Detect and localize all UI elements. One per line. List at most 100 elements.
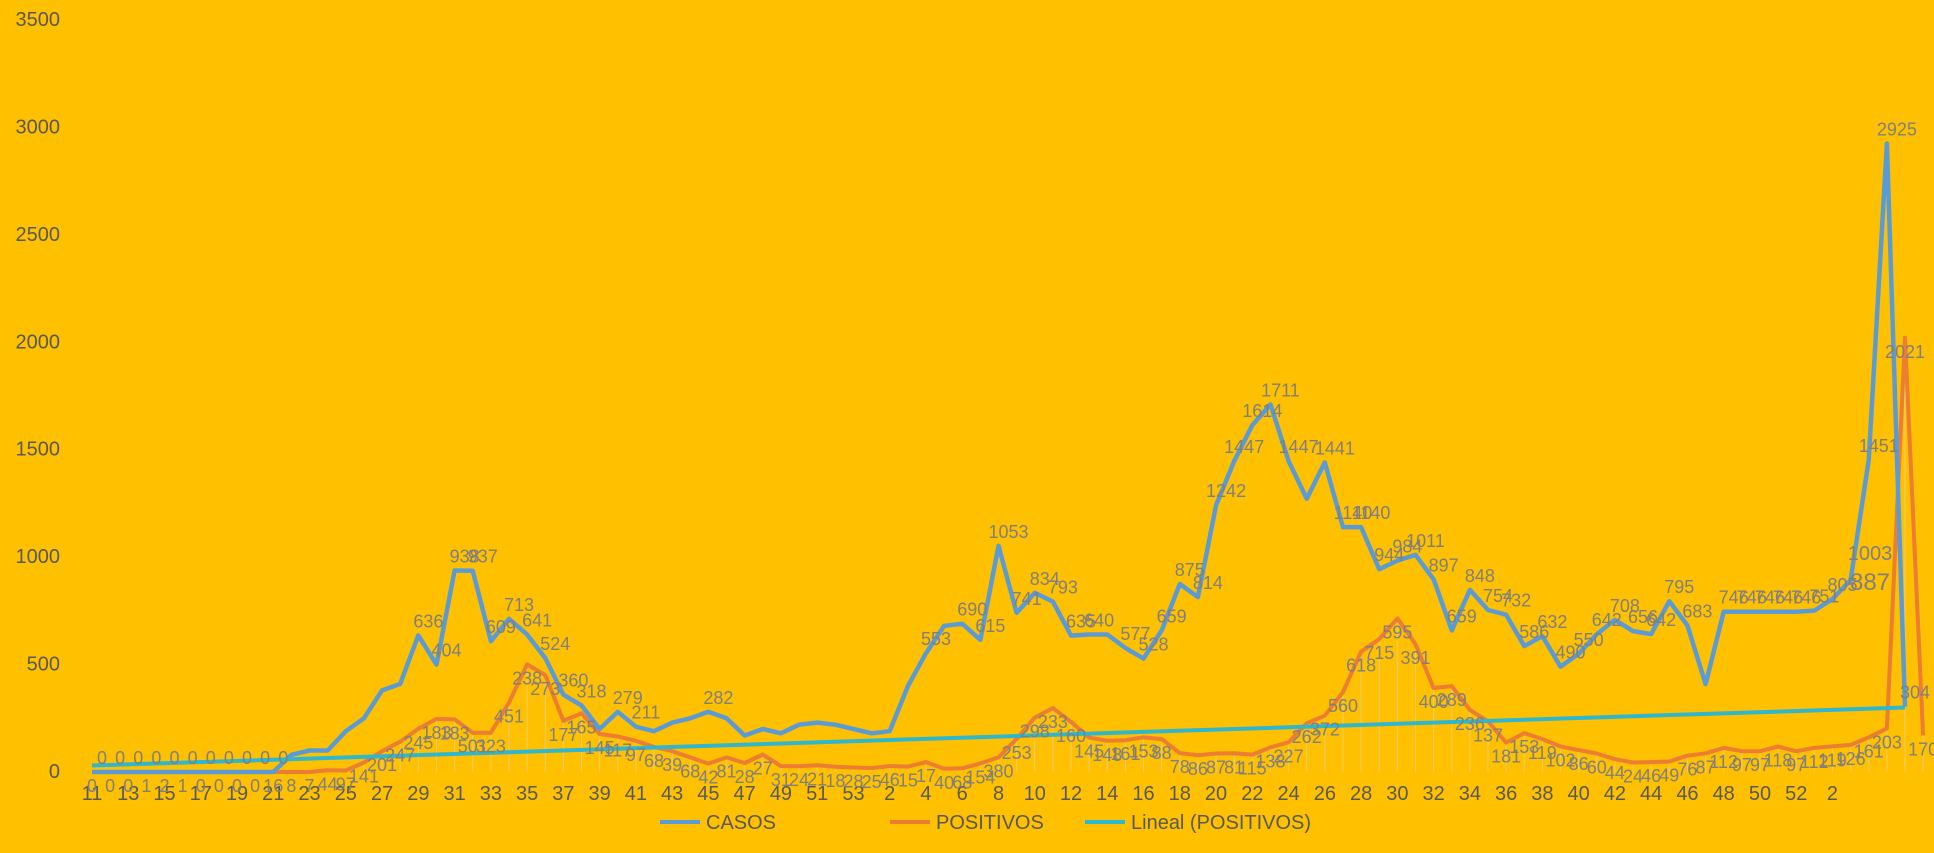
x-tick-label: 20 — [1205, 783, 1227, 805]
x-tick-label: 26 — [1314, 783, 1336, 805]
data-label-casos: 1711 — [1261, 380, 1300, 400]
data-label-casos: 944 — [1374, 545, 1404, 565]
data-label-positivos: 0 — [196, 776, 206, 796]
data-label-casos: 1011 — [1406, 531, 1445, 551]
x-tick-label: 48 — [1713, 783, 1735, 805]
data-label-casos: 1053 — [988, 522, 1028, 542]
data-label-casos: 1447 — [1224, 437, 1264, 457]
data-label-casos: 1242 — [1206, 481, 1246, 501]
data-label-casos: 746 — [1791, 588, 1821, 608]
data-label-positivos: 501 — [458, 737, 488, 757]
data-label-positivos: 97 — [1750, 755, 1770, 775]
data-label-positivos: 289 — [1437, 690, 1467, 710]
x-tick-label: 18 — [1169, 783, 1191, 805]
data-label-casos: 1451 — [1859, 436, 1899, 456]
y-tick-label: 2500 — [16, 224, 61, 246]
x-tick-label: 33 — [480, 783, 502, 805]
x-tick-label: 37 — [552, 783, 574, 805]
data-label-casos: 659 — [1157, 606, 1187, 626]
data-label-casos: 795 — [1664, 577, 1694, 597]
y-tick-label: 1000 — [16, 546, 61, 568]
x-tick-label: 30 — [1386, 783, 1408, 805]
data-label-positivos: 0 — [250, 776, 260, 796]
data-label-positivos: 183 — [440, 723, 470, 743]
x-tick-label: 53 — [842, 783, 864, 805]
data-label-casos: 732 — [1501, 591, 1531, 611]
data-label-casos: 0 — [224, 748, 234, 768]
data-label-positivos: 18 — [825, 771, 845, 791]
data-label-positivos: 273 — [530, 679, 560, 699]
data-label-positivos: 141 — [349, 767, 379, 787]
data-label-positivos: 8 — [286, 776, 296, 796]
data-label-casos: 938 — [450, 546, 480, 566]
series-line-casos — [92, 141, 1908, 775]
data-label-positivos: 119 — [1818, 750, 1847, 770]
data-label-positivos: 161 — [1110, 744, 1140, 764]
x-tick-label: 40 — [1568, 783, 1590, 805]
x-tick-label: 13 — [117, 783, 139, 805]
data-label-casos: 0 — [115, 748, 125, 768]
x-tick-label: 14 — [1096, 783, 1118, 805]
x-tick-label: 28 — [1350, 783, 1372, 805]
data-label-positivos: 2 — [160, 776, 170, 796]
data-label-positivos: 97 — [336, 774, 356, 794]
x-tick-label: 23 — [298, 783, 320, 805]
data-label-positivos: 46 — [880, 770, 900, 790]
data-label-positivos: 227 — [1274, 746, 1304, 766]
data-label-casos: 0 — [97, 748, 107, 768]
data-label-positivos: 42 — [698, 768, 718, 788]
data-label-casos: 683 — [1682, 601, 1712, 621]
data-label-positivos: 203 — [1872, 732, 1902, 752]
data-label-positivos: 0 — [232, 776, 242, 796]
data-label-positivos: 76 — [1677, 760, 1697, 780]
data-label-casos: 609 — [486, 617, 516, 637]
data-label-casos: 1441 — [1315, 438, 1355, 458]
x-tick-label: 38 — [1531, 783, 1553, 805]
data-label-casos: 937 — [468, 547, 498, 567]
data-label-positivos: 233 — [1038, 712, 1068, 732]
data-label-positivos: 97 — [626, 745, 646, 765]
data-label-casos: 577 — [1120, 624, 1150, 644]
x-tick-label: 31 — [443, 783, 465, 805]
data-label-positivos: 16 — [263, 776, 283, 796]
x-tick-label: 43 — [661, 783, 683, 805]
data-label-casos: 553 — [921, 629, 951, 649]
data-label-positivos: 39 — [662, 755, 682, 775]
x-tick-label: 51 — [806, 783, 828, 805]
data-label-positivos: 117 — [603, 741, 632, 761]
data-label-casos: 690 — [957, 600, 987, 620]
data-label-casos: 746 — [1719, 588, 1749, 608]
data-label-extra: 887 — [1850, 569, 1890, 596]
data-label-casos: 615 — [975, 616, 1005, 636]
data-label-casos: 814 — [1193, 573, 1223, 593]
data-label-casos: 713 — [504, 595, 534, 615]
x-tick-label: 8 — [993, 783, 1004, 805]
x-tick-label: 16 — [1132, 783, 1154, 805]
series-line-trend — [91, 705, 1906, 768]
data-label-positivos: 102 — [1546, 750, 1576, 770]
data-label-positivos: 0 — [123, 776, 133, 796]
data-label-positivos: 81 — [717, 761, 737, 781]
data-label-casos: 793 — [1048, 578, 1078, 598]
legend-label: POSITIVOS — [936, 812, 1044, 834]
data-label-positivos: 112 — [1709, 752, 1738, 772]
data-label-positivos: 253 — [1002, 743, 1032, 763]
data-label-casos: 751 — [1809, 587, 1839, 607]
data-label-positivos: 68 — [644, 751, 664, 771]
data-label-positivos: 298 — [1020, 722, 1050, 742]
data-label-positivos: 25 — [862, 772, 882, 792]
data-label-positivos: 153 — [1129, 741, 1159, 761]
x-tick-label: 21 — [262, 783, 284, 805]
data-label-casos: 528 — [1139, 635, 1169, 655]
data-label-casos: 659 — [1447, 606, 1477, 626]
data-label-positivos: 68 — [952, 772, 972, 792]
data-label-positivos: 154 — [965, 767, 995, 787]
data-label-positivos: 21 — [807, 769, 827, 789]
data-label-casos: 636 — [413, 611, 443, 631]
x-tick-label: 39 — [589, 783, 611, 805]
x-tick-label: 34 — [1459, 783, 1481, 805]
x-tick-label: 36 — [1495, 783, 1517, 805]
legend-label: Lineal (POSITIVOS) — [1131, 812, 1311, 834]
data-label-positivos: 715 — [1364, 643, 1394, 663]
data-label-positivos: 170 — [1908, 739, 1934, 759]
